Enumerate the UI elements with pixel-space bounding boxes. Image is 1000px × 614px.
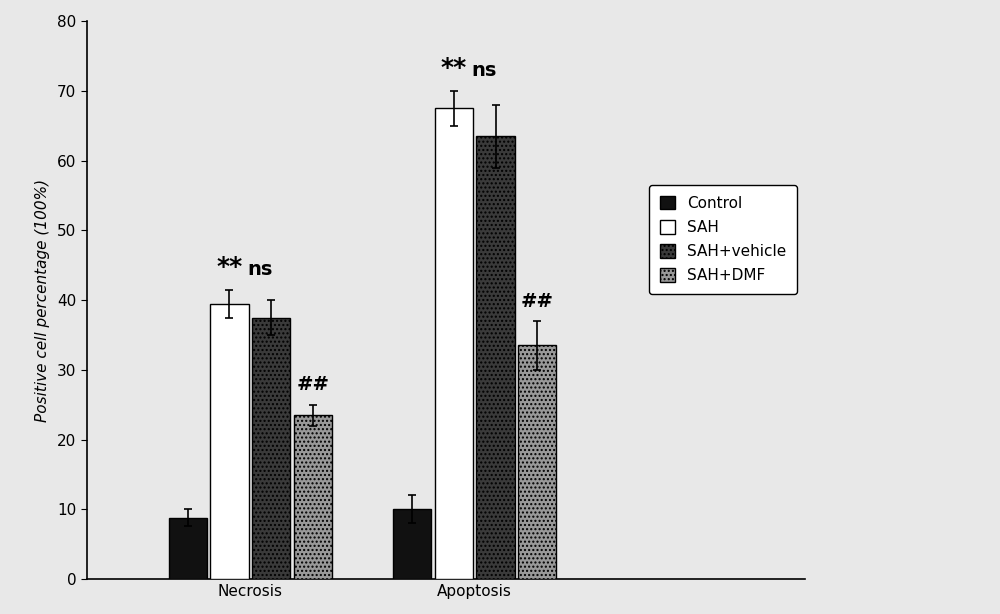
Bar: [393, 510, 431, 579]
Bar: [435, 108, 473, 579]
Bar: [294, 415, 332, 579]
Text: **: **: [216, 255, 242, 279]
Bar: [476, 136, 515, 579]
Bar: [169, 518, 207, 579]
Text: ns: ns: [247, 260, 272, 279]
Y-axis label: Positive cell percentage (100%): Positive cell percentage (100%): [35, 179, 50, 422]
Text: **: **: [440, 56, 467, 80]
Bar: [210, 303, 249, 579]
Bar: [518, 346, 556, 579]
Legend: Control, SAH, SAH+vehicle, SAH+DMF: Control, SAH, SAH+vehicle, SAH+DMF: [649, 185, 797, 294]
Bar: [252, 317, 290, 579]
Text: ns: ns: [472, 61, 497, 80]
Text: ##: ##: [521, 292, 554, 311]
Text: ##: ##: [296, 375, 329, 394]
